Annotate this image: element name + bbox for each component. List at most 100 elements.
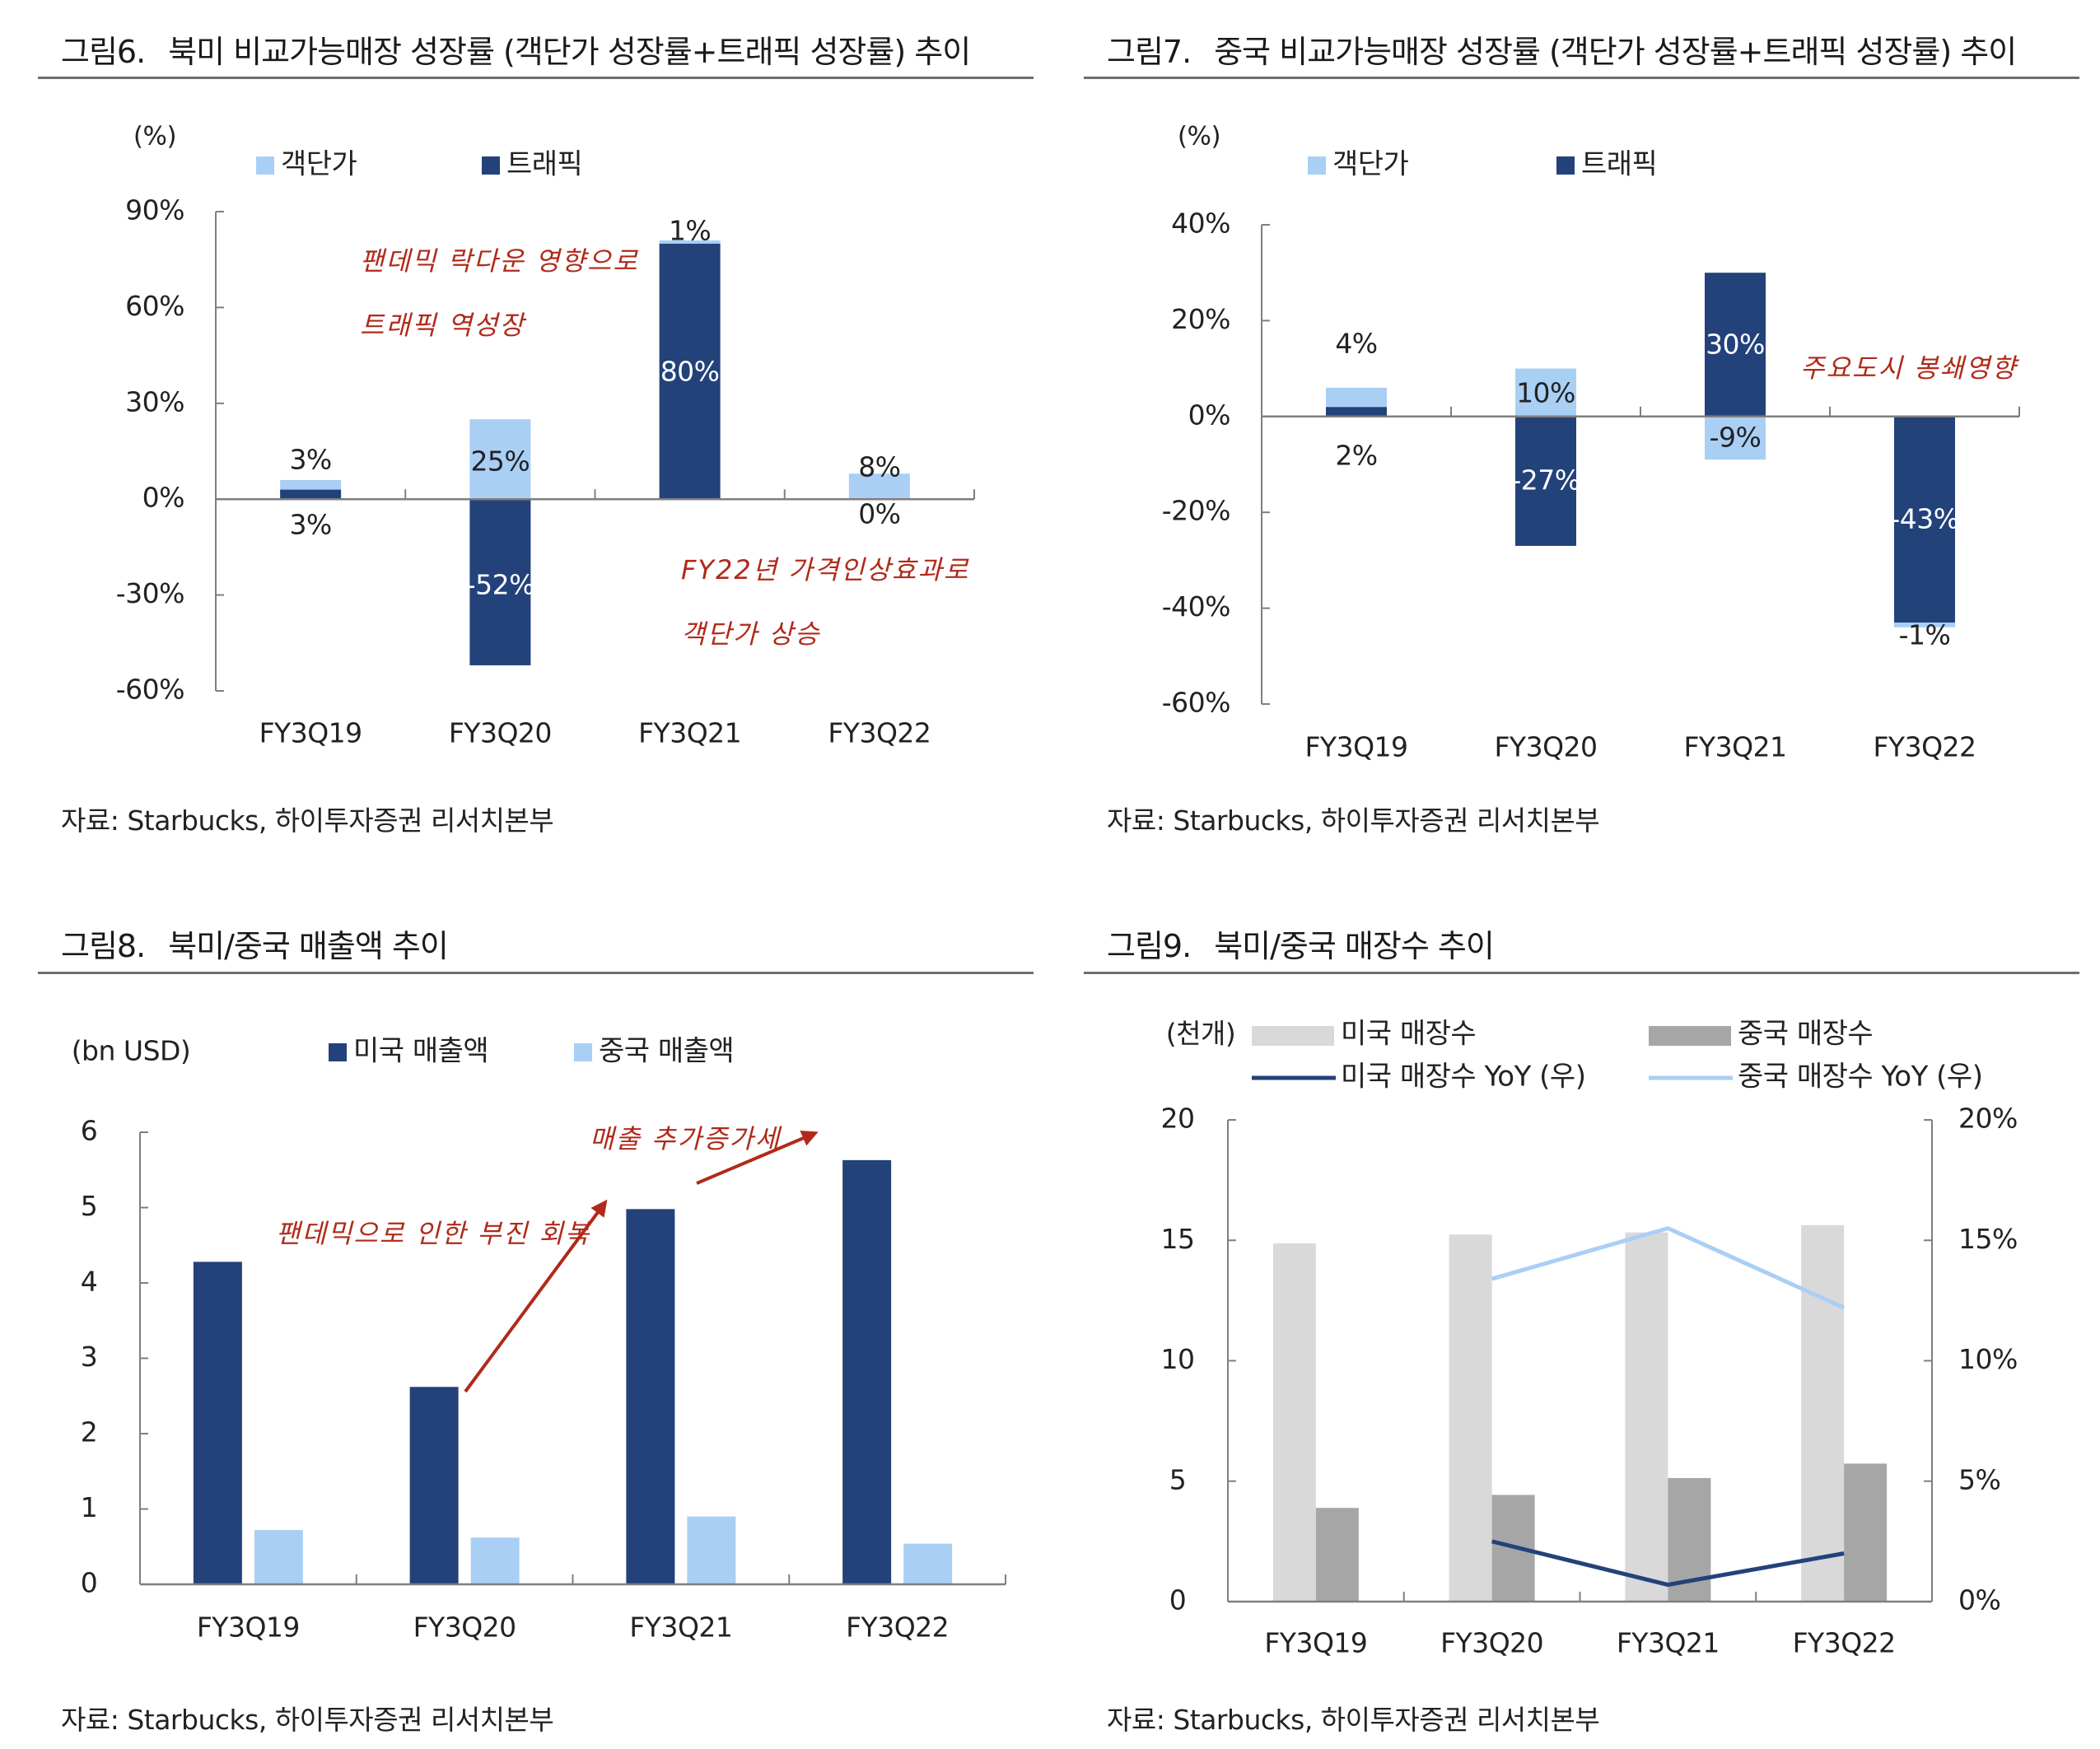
bar-price [1894, 623, 1955, 627]
legend-label: 중국 매장수 YoY (우) [1738, 1061, 1982, 1094]
y-tick-label: -40% [1162, 590, 1230, 623]
x-tick-label: FY3Q20 [449, 717, 552, 749]
data-label-traffic: -43% [1890, 503, 1958, 535]
bar-traffic [1515, 416, 1576, 546]
annotation-handwritten: FY22년 가격인상효과로 [681, 554, 969, 585]
y-tick-label: 0 [1169, 1584, 1187, 1616]
figure6-number: 그림6. [61, 34, 146, 70]
legend-label: 중국 매출액 [599, 1035, 734, 1068]
figure8-title-text: 북미/중국 매출액 추이 [168, 928, 449, 964]
legend-swatch-traffic [482, 156, 500, 175]
bar-us-sales [626, 1209, 675, 1584]
figure8-number: 그림8. [61, 928, 146, 964]
bar-us-stores [1625, 1232, 1668, 1602]
legend-label: 미국 매출액 [353, 1035, 488, 1068]
legend-label: 객단가 [1332, 148, 1409, 181]
annotation-handwritten: 팬데믹 락다운 영향으로 [360, 245, 639, 277]
y-tick-label: -20% [1162, 495, 1230, 527]
x-tick-label: FY3Q19 [1264, 1627, 1367, 1659]
figure6-divider [38, 77, 1034, 79]
x-tick-label: FY3Q20 [1440, 1627, 1543, 1659]
bar-us-sales [842, 1159, 892, 1584]
data-label-price: 8% [858, 451, 900, 483]
annotation-handwritten: 매출 추가증가세 [590, 1123, 782, 1154]
figure8-title: 그림8. 북미/중국 매출액 추이 [61, 921, 449, 966]
data-label-traffic: 0% [858, 498, 900, 530]
x-tick-label: FY3Q19 [259, 717, 362, 749]
unit-label: (%) [1178, 122, 1220, 152]
x-tick-label: FY3Q21 [638, 717, 741, 749]
data-label-price: 1% [669, 215, 711, 247]
bar-traffic [659, 243, 721, 500]
y-tick-label: -60% [116, 674, 184, 706]
bar-china-sales [470, 1537, 520, 1584]
bar-price [1326, 387, 1387, 408]
y2-tick-label: 5% [1958, 1463, 2000, 1495]
annotation-handwritten: 팬데믹으로 인한 부진 회복 [276, 1218, 590, 1249]
legend-swatch-china-stores [1649, 1026, 1731, 1046]
bar-traffic [469, 499, 531, 665]
legend-label: 미국 매장수 YoY (우) [1341, 1061, 1585, 1094]
figure8-divider [38, 972, 1034, 974]
legend-swatch-us-sales [329, 1043, 347, 1061]
data-label-price: 10% [1516, 377, 1575, 409]
y-tick-label: 0 [81, 1567, 98, 1599]
y-tick-label: 2 [81, 1416, 98, 1448]
bar-traffic [1326, 407, 1387, 417]
unit-label: (%) [133, 122, 176, 152]
bar-china-sales [254, 1530, 303, 1584]
figure9-number: 그림9. [1107, 928, 1192, 964]
y-tick-label: 10 [1161, 1343, 1195, 1375]
data-label-price: -1% [1899, 619, 1951, 651]
y-tick-label: 0% [142, 482, 184, 514]
y-tick-label: 0% [1188, 399, 1230, 431]
figure7-title-text: 중국 비교가능매장 성장률 (객단가 성장률+트래픽 성장률) 추이 [1214, 34, 2017, 70]
bar-price [469, 419, 531, 500]
annotation-arrow-recovery [464, 1199, 608, 1393]
y-tick-label: 40% [1171, 208, 1230, 240]
bar-price [848, 473, 910, 500]
y-tick-label: 60% [125, 290, 184, 322]
unit-label: (bn USD) [72, 1035, 191, 1067]
y-tick-label: 6 [81, 1115, 98, 1147]
annotation-handwritten: 객단가 상승 [681, 618, 820, 650]
y-tick-label: 20 [1161, 1103, 1195, 1135]
y-tick-label: 15 [1161, 1223, 1195, 1255]
figure6-title-text: 북미 비교가능매장 성장률 (객단가 성장률+트래픽 성장률) 추이 [168, 34, 971, 70]
bar-us-stores [1801, 1224, 1845, 1602]
data-label-traffic: 2% [1335, 440, 1377, 472]
y-tick-label: -60% [1162, 687, 1230, 719]
y-tick-label: -30% [116, 577, 184, 609]
legend-label: 중국 매장수 [1738, 1018, 1873, 1051]
y-tick-label: 1 [81, 1491, 98, 1523]
figure7-divider [1084, 77, 2079, 79]
bar-china-stores [1315, 1508, 1359, 1602]
y-tick-label: 5 [81, 1190, 98, 1222]
figure7-title: 그림7. 중국 비교가능매장 성장률 (객단가 성장률+트래픽 성장률) 추이 [1107, 26, 2017, 72]
figure7-number: 그림7. [1107, 34, 1192, 70]
data-label-price: -9% [1710, 422, 1762, 454]
data-label-traffic: -52% [466, 569, 534, 601]
x-tick-label: FY3Q21 [629, 1611, 732, 1644]
data-label-price: 25% [470, 445, 530, 478]
legend-label: 트래픽 [506, 148, 582, 181]
y2-tick-label: 15% [1958, 1223, 2018, 1255]
y-tick-label: 90% [125, 194, 184, 226]
data-label-traffic: 30% [1706, 329, 1765, 361]
bar-china-sales [687, 1516, 736, 1584]
bar-us-stores [1449, 1234, 1492, 1602]
data-label-traffic: 3% [289, 509, 331, 541]
legend-swatch-price [1308, 156, 1326, 175]
legend-swatch-price [256, 156, 274, 175]
y2-tick-label: 0% [1958, 1584, 2000, 1616]
x-tick-label: FY3Q22 [1873, 731, 1976, 763]
legend-label: 미국 매장수 [1341, 1018, 1476, 1051]
bar-us-sales [409, 1387, 459, 1584]
legend-label: 트래픽 [1581, 148, 1657, 181]
data-label-price: 3% [289, 444, 331, 476]
data-label-price: 4% [1335, 328, 1377, 360]
x-tick-label: FY3Q21 [1617, 1627, 1720, 1659]
